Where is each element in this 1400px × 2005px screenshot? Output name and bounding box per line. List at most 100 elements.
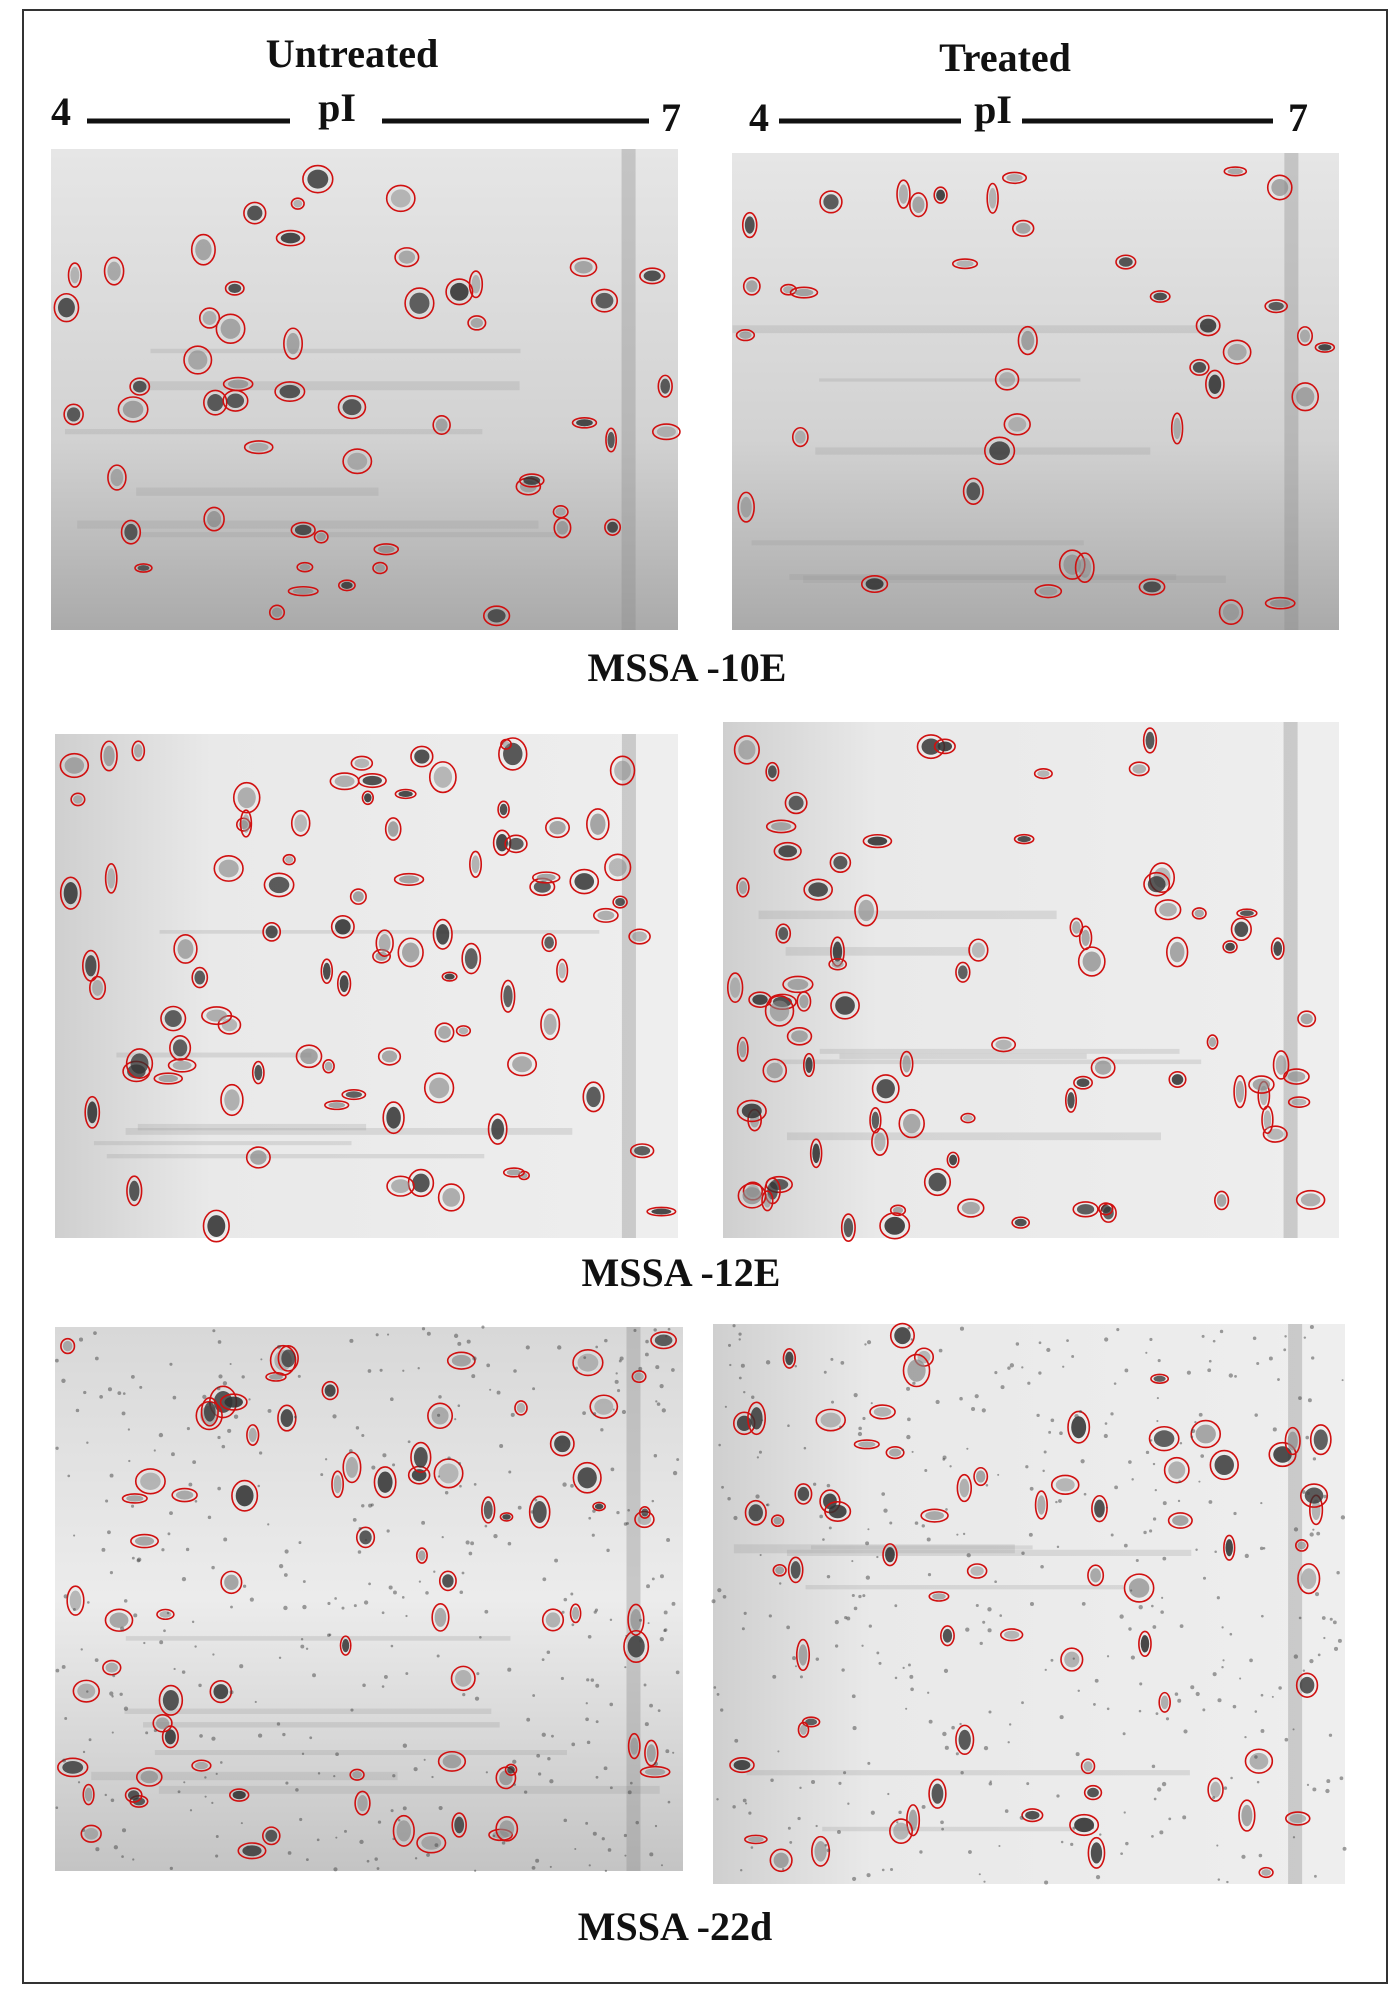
speckle [924,1468,928,1472]
speckle [512,1759,517,1764]
protein-spot [63,882,78,905]
protein-spot [1227,168,1243,175]
protein-spot [1074,1817,1095,1833]
protein-spot [773,1852,789,1868]
speckle [1105,1506,1108,1509]
spot-outline [761,1190,774,1212]
speckle [454,1418,457,1421]
spot-outline [1314,341,1336,353]
speckle [390,1809,394,1813]
speckle [530,1510,534,1514]
gel-streak [733,1544,1015,1554]
speckle [109,1571,114,1575]
protein-spot [110,468,124,487]
gel-streak [91,1771,398,1781]
spot-outline [1072,1201,1099,1218]
speckle [659,1636,665,1642]
speckle [881,1868,885,1872]
spot-outline [736,877,750,898]
spot-outline [541,933,557,953]
speckle [979,1641,983,1646]
speckle [651,1499,655,1503]
spot-outline [1067,1410,1091,1444]
protein-spot [207,1215,226,1237]
speckle [1074,1414,1079,1419]
protein-spot [164,1010,182,1028]
protein-spot [218,859,239,878]
spot-outline [791,426,809,448]
speckle [738,1332,742,1336]
spot-outline [237,1842,267,1860]
speckle [1212,1339,1216,1343]
speckle [465,1540,470,1545]
spot-outline [245,1146,271,1169]
speckle [473,1483,477,1486]
speckle [458,1462,462,1465]
speckle [341,1606,345,1610]
speckle [374,1857,378,1861]
spot-outline [1138,1630,1152,1658]
speckle [851,1694,856,1699]
speckle [333,1774,336,1778]
spot-outline [556,958,569,983]
speckle [295,1788,299,1792]
speckle [1151,1764,1156,1769]
protein-spot [269,1373,283,1380]
protein-spot [341,581,353,589]
speckle [803,1446,807,1450]
protein-spot [1241,1804,1253,1827]
gel-image [54,1325,683,1873]
speckle [1036,1413,1040,1418]
protein-spot [1153,1430,1175,1447]
gel-streak [106,1154,485,1159]
protein-spot [286,332,300,355]
speckle [1135,1559,1139,1563]
spot-outline [896,179,911,209]
speckle [978,1873,981,1876]
speckle [968,1850,972,1854]
protein-spot [70,266,80,284]
speckle [911,1450,914,1453]
speckle [586,1678,590,1682]
protein-spot [84,1787,93,1802]
protein-spot [418,1550,426,1561]
speckle [1160,1610,1164,1614]
protein-spot [1240,910,1254,917]
protein-spot [1153,1375,1166,1382]
protein-spot [1076,1078,1090,1088]
speckle [942,1455,947,1460]
protein-spot [572,1606,580,1620]
speckle [1317,1653,1321,1657]
spot-outline [1191,907,1207,920]
speckle [1177,1698,1182,1703]
speckle [112,1674,116,1678]
speckle [819,1514,823,1519]
speckle [1130,1655,1135,1660]
spot-outline [552,505,569,519]
speckle [718,1443,721,1447]
protein-spot [357,1794,368,1812]
speckle [1216,1596,1220,1600]
protein-spot [871,1111,880,1129]
spot-outline [955,961,971,983]
speckle [1198,1412,1203,1417]
protein-spot [421,1836,442,1850]
speckle [169,1866,173,1870]
protein-spot [785,1351,794,1366]
protein-spot [656,426,676,438]
protein-spot [1225,942,1235,951]
speckle [822,1538,825,1541]
protein-spot [1210,1781,1221,1798]
protein-spot [958,1729,971,1750]
speckle [1221,1665,1224,1669]
speckle [815,1824,818,1828]
protein-spot [1225,1539,1233,1557]
speckle [1312,1457,1317,1461]
spot-outline [231,1479,259,1512]
spot-outline [67,262,82,288]
protein-spot [352,1771,362,1779]
spot-outline [1230,917,1252,942]
speckle [86,1601,90,1604]
speckle [431,1775,434,1779]
